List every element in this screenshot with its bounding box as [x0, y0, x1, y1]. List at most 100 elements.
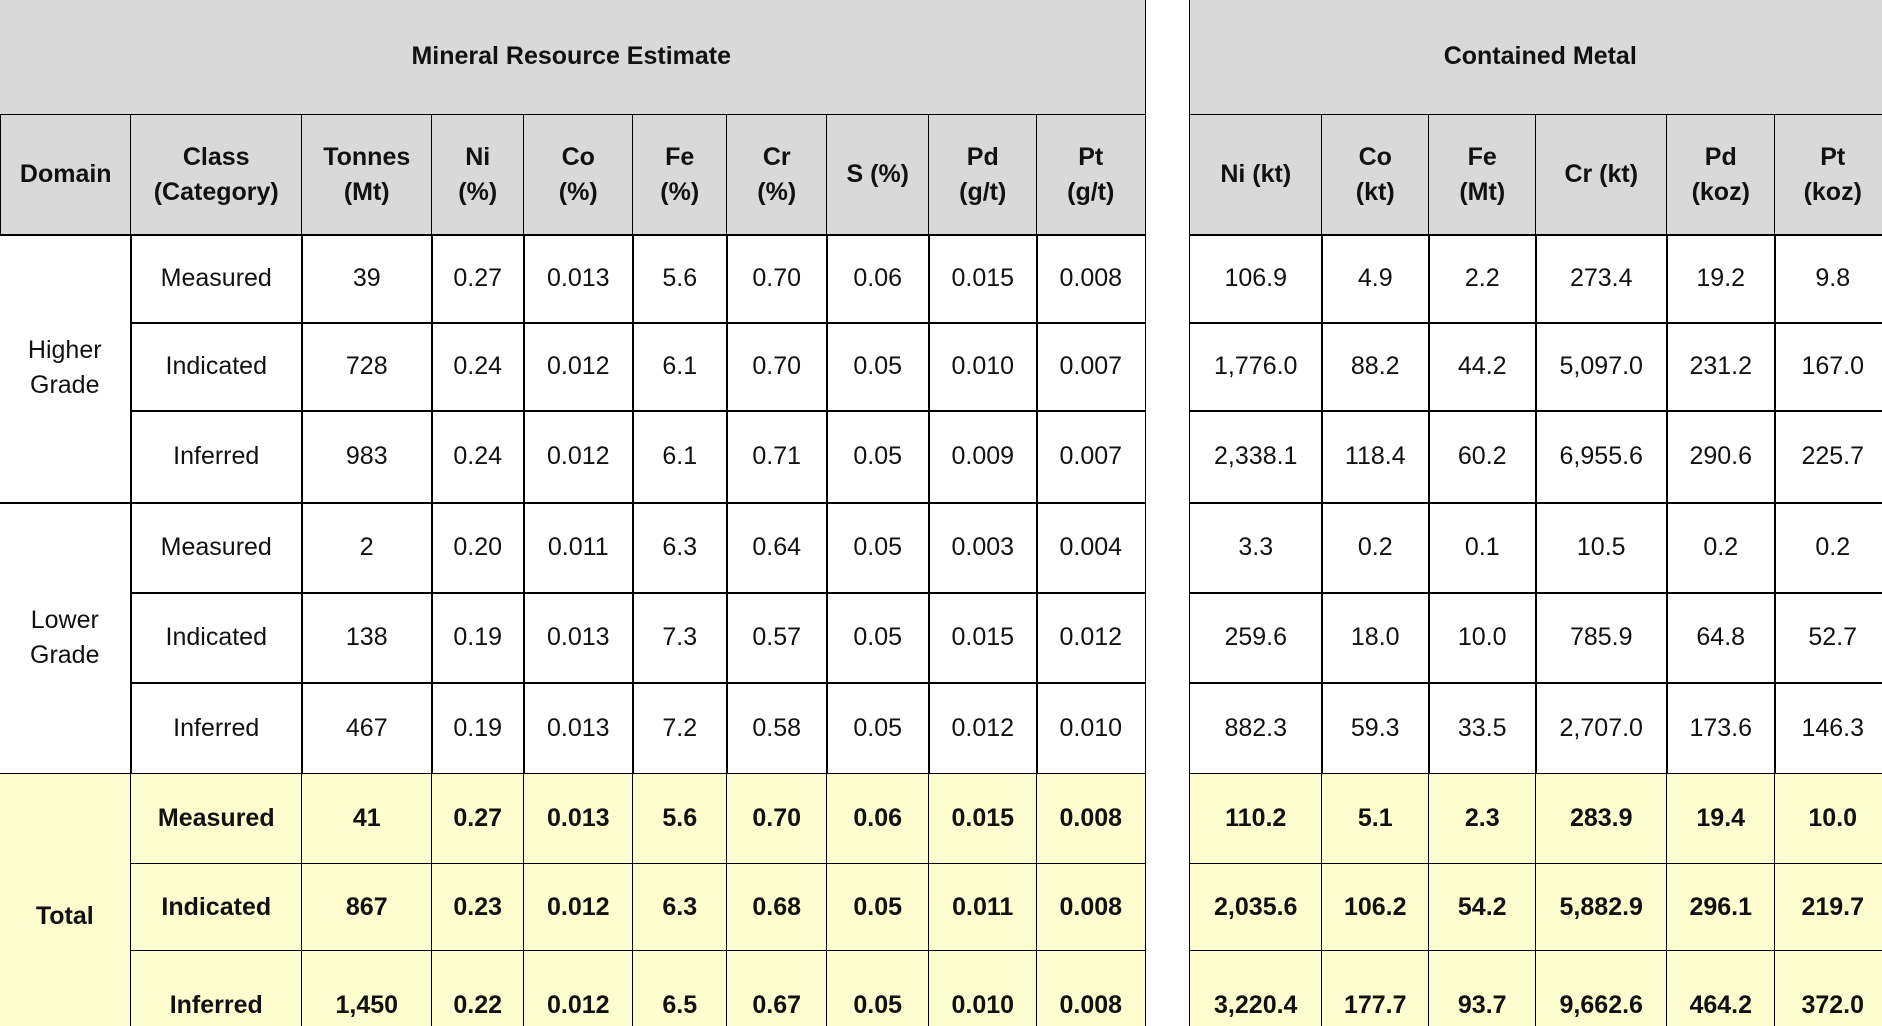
column-header: Tonnes (Mt) — [301, 114, 433, 236]
value-cell: 0.05 — [826, 322, 930, 412]
value-cell: 10.0 — [1428, 592, 1537, 684]
value-cell: 1,450 — [301, 950, 433, 1026]
value-cell: 0.05 — [826, 410, 930, 504]
class-cell: Indicated — [130, 322, 303, 412]
value-cell: 0.015 — [928, 773, 1038, 865]
value-cell: 0.64 — [726, 502, 828, 594]
value-cell: 0.27 — [431, 234, 525, 324]
section-title: Mineral Resource Estimate — [0, 0, 1146, 116]
column-header: Ni (kt) — [1189, 114, 1323, 236]
value-cell: 3.3 — [1189, 502, 1323, 594]
value-cell: 118.4 — [1321, 410, 1430, 504]
value-cell: 106.2 — [1321, 863, 1430, 952]
value-cell: 0.20 — [431, 502, 525, 594]
value-cell: 0.19 — [431, 592, 525, 684]
value-cell: 5,097.0 — [1535, 322, 1668, 412]
value-cell: 0.23 — [431, 863, 525, 952]
value-cell: 0.011 — [523, 502, 634, 594]
value-cell: 0.010 — [928, 322, 1038, 412]
column-header: Co (%) — [523, 114, 634, 236]
value-cell: 5.6 — [632, 773, 728, 865]
value-cell: 9,662.6 — [1535, 950, 1668, 1026]
value-cell: 2,035.6 — [1189, 863, 1323, 952]
value-cell: 39 — [301, 234, 433, 324]
value-cell: 225.7 — [1774, 410, 1882, 504]
value-cell: 6.1 — [632, 322, 728, 412]
value-cell: 7.3 — [632, 592, 728, 684]
column-header: Domain — [0, 114, 132, 236]
value-cell: 0.06 — [826, 234, 930, 324]
class-cell: Inferred — [130, 410, 303, 504]
value-cell: 0.012 — [523, 950, 634, 1026]
value-cell: 88.2 — [1321, 322, 1430, 412]
value-cell: 0.013 — [523, 682, 634, 775]
value-cell: 0.70 — [726, 773, 828, 865]
value-cell: 785.9 — [1535, 592, 1668, 684]
value-cell: 0.013 — [523, 773, 634, 865]
value-cell: 44.2 — [1428, 322, 1537, 412]
value-cell: 0.012 — [928, 682, 1038, 775]
class-cell: Inferred — [130, 950, 303, 1026]
value-cell: 5,882.9 — [1535, 863, 1668, 952]
class-cell: Indicated — [130, 863, 303, 952]
value-cell: 0.05 — [826, 863, 930, 952]
value-cell: 0.70 — [726, 234, 828, 324]
value-cell: 296.1 — [1666, 863, 1776, 952]
value-cell: 0.70 — [726, 322, 828, 412]
value-cell: 0.24 — [431, 410, 525, 504]
value-cell: 3,220.4 — [1189, 950, 1323, 1026]
value-cell: 0.007 — [1036, 322, 1146, 412]
value-cell: 19.4 — [1666, 773, 1776, 865]
value-cell: 7.2 — [632, 682, 728, 775]
value-cell: 0.008 — [1036, 863, 1146, 952]
domain-cell: Higher Grade — [0, 234, 132, 504]
value-cell: 167.0 — [1774, 322, 1882, 412]
value-cell: 0.011 — [928, 863, 1038, 952]
value-cell: 0.2 — [1774, 502, 1882, 594]
value-cell: 5.6 — [632, 234, 728, 324]
value-cell: 0.012 — [1036, 592, 1146, 684]
value-cell: 0.68 — [726, 863, 828, 952]
value-cell: 2,707.0 — [1535, 682, 1668, 775]
value-cell: 0.008 — [1036, 234, 1146, 324]
value-cell: 173.6 — [1666, 682, 1776, 775]
value-cell: 728 — [301, 322, 433, 412]
value-cell: 0.58 — [726, 682, 828, 775]
value-cell: 0.004 — [1036, 502, 1146, 594]
value-cell: 219.7 — [1774, 863, 1882, 952]
value-cell: 0.2 — [1321, 502, 1430, 594]
column-header: Fe (%) — [632, 114, 728, 236]
value-cell: 6.3 — [632, 502, 728, 594]
value-cell: 52.7 — [1774, 592, 1882, 684]
value-cell: 0.05 — [826, 502, 930, 594]
value-cell: 0.71 — [726, 410, 828, 504]
value-cell: 0.009 — [928, 410, 1038, 504]
value-cell: 41 — [301, 773, 433, 865]
value-cell: 0.013 — [523, 234, 634, 324]
value-cell: 0.2 — [1666, 502, 1776, 594]
value-cell: 4.9 — [1321, 234, 1430, 324]
value-cell: 0.015 — [928, 592, 1038, 684]
column-header: Cr (kt) — [1535, 114, 1668, 236]
value-cell: 0.05 — [826, 592, 930, 684]
value-cell: 2,338.1 — [1189, 410, 1323, 504]
value-cell: 0.57 — [726, 592, 828, 684]
column-header: Cr (%) — [726, 114, 828, 236]
domain-cell: Lower Grade — [0, 502, 132, 775]
value-cell: 2 — [301, 502, 433, 594]
value-cell: 0.27 — [431, 773, 525, 865]
column-header: Pd (koz) — [1666, 114, 1776, 236]
value-cell: 0.67 — [726, 950, 828, 1026]
value-cell: 6.5 — [632, 950, 728, 1026]
value-cell: 0.010 — [928, 950, 1038, 1026]
column-header: Fe (Mt) — [1428, 114, 1537, 236]
column-header: Co (kt) — [1321, 114, 1430, 236]
class-cell: Measured — [130, 234, 303, 324]
column-header: Ni (%) — [431, 114, 525, 236]
value-cell: 0.012 — [523, 322, 634, 412]
value-cell: 0.012 — [523, 410, 634, 504]
value-cell: 54.2 — [1428, 863, 1537, 952]
value-cell: 0.19 — [431, 682, 525, 775]
column-header: Pt (koz) — [1774, 114, 1882, 236]
value-cell: 464.2 — [1666, 950, 1776, 1026]
